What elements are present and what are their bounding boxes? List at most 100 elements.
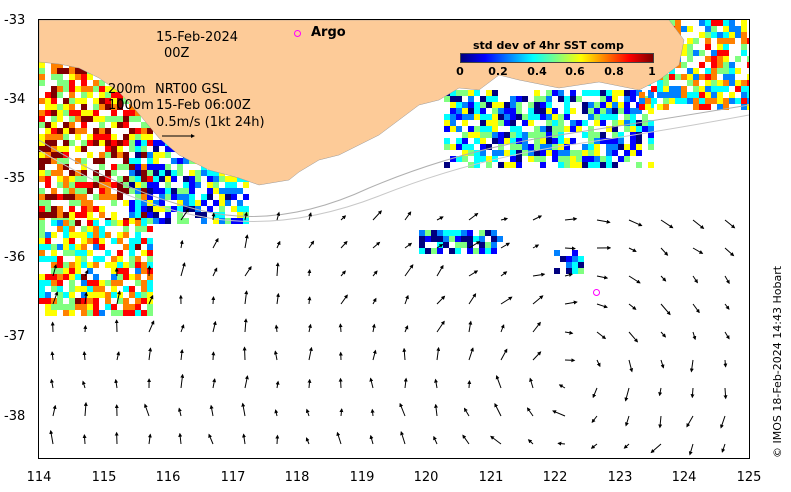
sst-cell [534, 114, 540, 120]
sst-cell [183, 194, 189, 200]
current-vector [468, 293, 477, 305]
sst-cell [135, 280, 141, 286]
sst-cell [467, 242, 473, 248]
sst-cell [105, 134, 111, 140]
current-vector [495, 375, 502, 389]
sst-cell [135, 256, 141, 262]
sst-cell [504, 162, 510, 168]
sst-cell [87, 292, 93, 298]
sst-cell [57, 86, 63, 92]
sst-cell [159, 188, 165, 194]
sst-cell [111, 116, 117, 122]
sst-cell [723, 86, 729, 92]
sst-cell [572, 250, 578, 256]
sst-cell [75, 250, 81, 256]
sst-cell [480, 126, 486, 132]
sst-cell [99, 164, 105, 170]
sst-cell [576, 126, 582, 132]
sst-cell [69, 170, 75, 176]
sst-cell [624, 120, 630, 126]
lon-tick-label: 117 [220, 470, 246, 485]
sst-cell [105, 98, 111, 104]
sst-cell [69, 274, 75, 280]
sst-cell [705, 104, 711, 110]
current-vector [244, 290, 249, 305]
sst-cell [699, 62, 705, 68]
sst-cell [717, 56, 723, 62]
sst-cell [45, 158, 51, 164]
sst-cell [93, 158, 99, 164]
sst-cell [153, 206, 159, 212]
sst-cell [711, 26, 717, 32]
sst-cell [51, 158, 57, 164]
sst-cell [681, 86, 687, 92]
sst-cell [111, 86, 117, 92]
sst-cell [717, 80, 723, 86]
sst-cell [741, 50, 747, 56]
lon-tick-label: 121 [478, 470, 504, 485]
sst-cell [39, 256, 45, 262]
sst-cell [419, 242, 425, 248]
sst-cell [117, 238, 123, 244]
sst-cell [39, 176, 45, 182]
sst-cell [534, 156, 540, 162]
sst-cell [468, 96, 474, 102]
sst-cell [39, 226, 45, 232]
current-vector [52, 404, 57, 417]
sst-cell [741, 92, 747, 98]
sst-cell [111, 152, 117, 158]
sst-cell [189, 194, 195, 200]
current-vector [532, 351, 542, 361]
argo-float-marker[interactable] [593, 289, 600, 296]
sst-cell [93, 140, 99, 146]
sst-cell [675, 86, 681, 92]
sst-cell [93, 292, 99, 298]
lon-tick-label: 118 [284, 470, 310, 485]
sst-cell [105, 194, 111, 200]
sst-cell [105, 232, 111, 238]
sst-cell [105, 220, 111, 226]
sst-cell [564, 108, 570, 114]
sst-cell [111, 140, 117, 146]
sst-cell [498, 144, 504, 150]
sst-cell [135, 310, 141, 316]
current-vector [148, 320, 155, 333]
sst-cell [717, 86, 723, 92]
sst-cell [99, 188, 105, 194]
sst-cell [51, 74, 57, 80]
sst-cell [546, 96, 552, 102]
sst-cell [63, 182, 69, 188]
sst-cell [213, 170, 219, 176]
sst-cell [45, 298, 51, 304]
sst-cell [57, 62, 63, 68]
sst-cell [117, 188, 123, 194]
sst-cell [504, 120, 510, 126]
sst-cell [57, 292, 63, 298]
sst-cell [129, 304, 135, 310]
current-vector [650, 443, 662, 454]
sst-cell [129, 176, 135, 182]
sst-cell [213, 182, 219, 188]
legend-tick: 0.2 [488, 65, 508, 78]
sst-cell [117, 98, 123, 104]
sst-cell [669, 92, 675, 98]
sst-cell [63, 212, 69, 218]
sst-cell [510, 144, 516, 150]
sst-cell [39, 250, 45, 256]
sst-cell [141, 182, 147, 188]
sst-cell [147, 140, 153, 146]
current-vector [81, 380, 86, 389]
current-vector [370, 408, 375, 417]
current-vector [83, 401, 88, 417]
sst-cell [558, 114, 564, 120]
sst-cell [105, 128, 111, 134]
sst-cell [81, 274, 87, 280]
sst-cell [75, 298, 81, 304]
sst-cell [165, 212, 171, 218]
sst-cell [669, 68, 675, 74]
sst-cell [69, 232, 75, 238]
sst-cell [717, 38, 723, 44]
sst-cell [486, 120, 492, 126]
sst-cell [45, 274, 51, 280]
current-vector [590, 443, 598, 449]
